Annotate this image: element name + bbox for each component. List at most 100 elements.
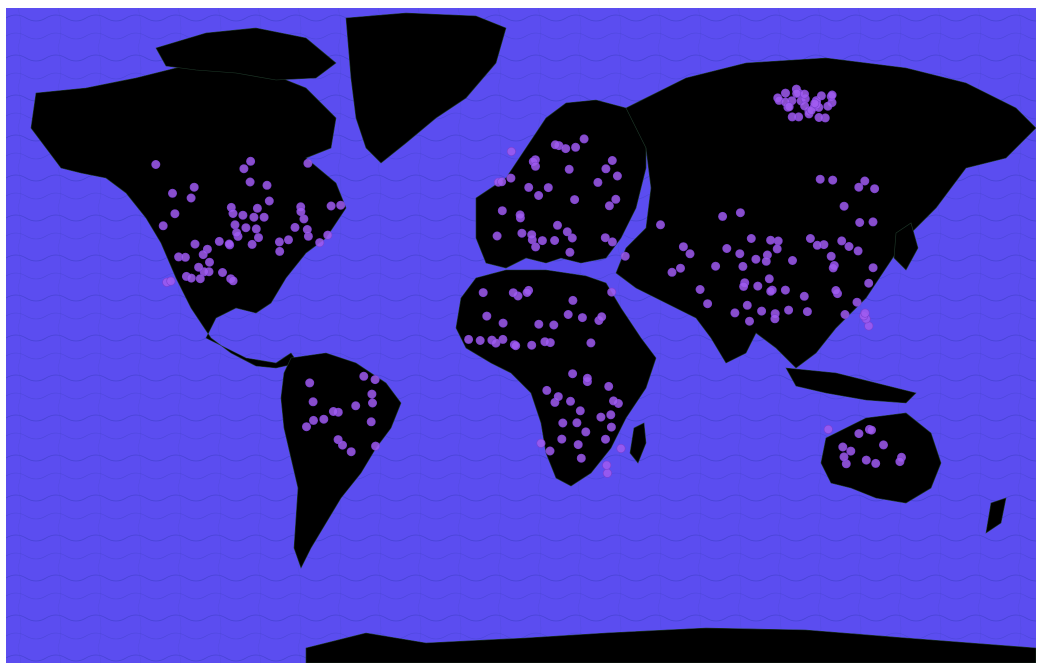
map-marker-asia[interactable]	[816, 91, 826, 101]
map-marker-europe[interactable]	[612, 171, 622, 181]
map-marker-oceania[interactable]	[866, 425, 876, 435]
map-marker-asia[interactable]	[766, 235, 776, 245]
map-marker-north-america[interactable]	[190, 239, 200, 249]
map-marker-oceania[interactable]	[871, 458, 881, 468]
map-marker-europe[interactable]	[607, 237, 617, 247]
map-marker-africa[interactable]	[608, 396, 618, 406]
map-marker-asia[interactable]	[718, 211, 728, 221]
map-marker-asia[interactable]	[703, 299, 713, 309]
map-marker-africa[interactable]	[596, 412, 606, 422]
map-marker-north-america[interactable]	[218, 267, 228, 277]
map-marker-africa[interactable]	[464, 334, 474, 344]
map-marker-europe[interactable]	[497, 177, 507, 187]
map-marker-north-america[interactable]	[168, 188, 178, 198]
map-marker-north-america[interactable]	[186, 273, 196, 283]
map-marker-north-america[interactable]	[228, 209, 238, 219]
map-marker-north-america[interactable]	[323, 230, 333, 240]
map-marker-africa[interactable]	[565, 396, 575, 406]
map-marker-asia[interactable]	[812, 240, 822, 250]
map-marker-oceania[interactable]	[861, 455, 871, 465]
map-marker-asia[interactable]	[810, 98, 820, 108]
map-marker-europe[interactable]	[527, 230, 537, 240]
map-marker-asia[interactable]	[852, 297, 862, 307]
map-marker-north-america[interactable]	[166, 276, 176, 286]
map-marker-europe[interactable]	[567, 233, 577, 243]
map-marker-africa[interactable]	[573, 440, 583, 450]
map-marker-asia[interactable]	[738, 261, 748, 271]
map-marker-south-america[interactable]	[370, 375, 380, 385]
map-marker-asia[interactable]	[780, 88, 790, 98]
map-marker-europe[interactable]	[562, 227, 572, 237]
map-marker-africa[interactable]	[534, 319, 544, 329]
map-marker-north-america[interactable]	[195, 274, 205, 284]
map-marker-europe[interactable]	[531, 242, 541, 252]
map-marker-africa[interactable]	[582, 373, 592, 383]
map-marker-europe[interactable]	[604, 201, 614, 211]
map-marker-asia[interactable]	[675, 263, 685, 273]
map-marker-asia[interactable]	[864, 278, 874, 288]
map-marker-africa[interactable]	[597, 312, 607, 322]
map-marker-north-america[interactable]	[180, 252, 190, 262]
map-marker-south-america[interactable]	[305, 378, 315, 388]
map-marker-south-america[interactable]	[308, 415, 318, 425]
map-marker-europe[interactable]	[517, 228, 527, 238]
map-marker-asia[interactable]	[800, 101, 810, 111]
world-map[interactable]	[6, 8, 1036, 663]
map-marker-europe[interactable]	[561, 144, 571, 154]
map-marker-africa[interactable]	[542, 385, 552, 395]
map-marker-europe[interactable]	[497, 206, 507, 216]
map-marker-north-america[interactable]	[254, 233, 264, 243]
map-marker-asia[interactable]	[780, 285, 790, 295]
map-marker-europe[interactable]	[564, 164, 574, 174]
map-marker-north-america[interactable]	[189, 182, 199, 192]
map-marker-asia[interactable]	[695, 284, 705, 294]
map-marker-asia[interactable]	[787, 256, 797, 266]
map-marker-europe[interactable]	[492, 231, 502, 241]
map-marker-north-america[interactable]	[158, 221, 168, 231]
map-marker-asia[interactable]	[761, 256, 771, 266]
map-marker-europe[interactable]	[543, 183, 553, 193]
map-canvas[interactable]	[6, 8, 1036, 663]
map-marker-asia[interactable]	[685, 249, 695, 259]
map-marker-africa[interactable]	[602, 468, 612, 478]
map-marker-europe[interactable]	[600, 233, 610, 243]
map-marker-asia[interactable]	[844, 242, 854, 252]
map-marker-africa[interactable]	[563, 309, 573, 319]
map-marker-europe[interactable]	[534, 191, 544, 201]
map-marker-north-america[interactable]	[151, 160, 161, 170]
map-marker-asia[interactable]	[831, 285, 841, 295]
map-marker-asia[interactable]	[655, 220, 665, 230]
map-marker-europe[interactable]	[524, 182, 534, 192]
map-marker-europe[interactable]	[620, 251, 630, 261]
map-marker-asia[interactable]	[826, 251, 836, 261]
map-marker-asia[interactable]	[805, 234, 815, 244]
map-marker-north-america[interactable]	[249, 212, 259, 222]
map-marker-north-america[interactable]	[247, 239, 257, 249]
map-marker-africa[interactable]	[581, 427, 591, 437]
map-marker-south-america[interactable]	[351, 401, 361, 411]
map-marker-south-america[interactable]	[308, 397, 318, 407]
map-marker-south-america[interactable]	[359, 371, 369, 381]
map-marker-north-america[interactable]	[170, 209, 180, 219]
map-marker-asia[interactable]	[787, 112, 797, 122]
map-marker-europe[interactable]	[550, 140, 560, 150]
map-marker-africa[interactable]	[575, 406, 585, 416]
map-marker-africa[interactable]	[508, 288, 518, 298]
map-marker-europe[interactable]	[565, 247, 575, 257]
map-marker-africa[interactable]	[498, 318, 508, 328]
map-marker-north-america[interactable]	[232, 228, 242, 238]
map-marker-africa[interactable]	[606, 422, 616, 432]
map-marker-south-america[interactable]	[301, 422, 311, 432]
map-marker-africa[interactable]	[527, 340, 537, 350]
map-marker-africa[interactable]	[607, 287, 617, 297]
map-marker-asia[interactable]	[735, 249, 745, 259]
map-marker-africa[interactable]	[606, 410, 616, 420]
map-marker-asia[interactable]	[772, 244, 782, 254]
map-marker-africa[interactable]	[604, 381, 614, 391]
map-marker-oceania[interactable]	[823, 424, 833, 434]
map-marker-north-america[interactable]	[326, 201, 336, 211]
map-marker-asia[interactable]	[792, 88, 802, 98]
map-marker-south-america[interactable]	[367, 389, 377, 399]
map-marker-oceania[interactable]	[854, 429, 864, 439]
map-marker-north-america[interactable]	[283, 235, 293, 245]
